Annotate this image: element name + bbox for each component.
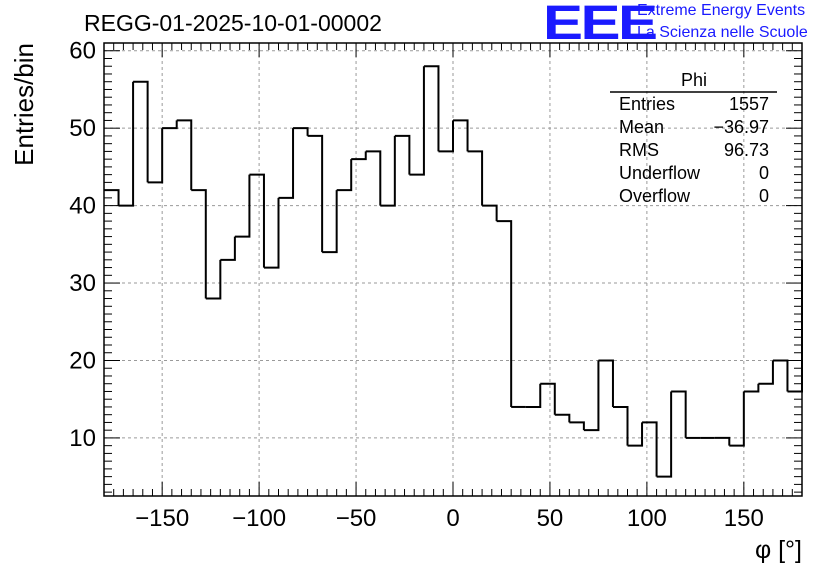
histogram-bin (438, 120, 454, 153)
x-axis-label: φ [°] (755, 536, 802, 564)
histogram-bin (118, 81, 135, 207)
logo-subtitle-1: Extreme Energy Events (637, 2, 806, 19)
stats-label: Overflow (619, 186, 691, 206)
histogram-bin (627, 422, 644, 447)
histogram-bin (423, 65, 440, 152)
histogram-bin (409, 66, 425, 176)
histogram-layer (104, 65, 803, 478)
x-tick-label: 50 (537, 505, 564, 532)
histogram-bin (220, 236, 236, 261)
x-tick-label: −100 (232, 505, 286, 532)
logo-subtitle-2: La Scienza nelle Scuole (637, 24, 808, 41)
histogram-bin (147, 128, 164, 184)
histogram-bin (453, 119, 469, 152)
stats-value: 96.73 (724, 140, 769, 160)
histogram-bin (351, 151, 367, 161)
y-tick-label: 20 (69, 347, 96, 374)
histogram-bin (467, 150, 484, 206)
stats-value: 0 (759, 186, 769, 206)
eee-logo: EEE (543, 0, 658, 50)
histogram-bin (322, 190, 338, 254)
y-tick-label: 40 (69, 193, 96, 220)
histogram-bin (569, 421, 585, 431)
histogram-bin (787, 259, 803, 393)
histogram-bin (365, 150, 382, 206)
stats-label: Entries (619, 94, 675, 114)
histogram-bin (278, 128, 295, 199)
histogram-bin (263, 197, 280, 269)
histogram-bin (758, 360, 774, 385)
stats-label: Underflow (619, 163, 701, 183)
chart-title: REGG-01-2025-10-01-00002 (84, 10, 382, 36)
x-axis-ticks: −150 −100 −50 0 50 100 150 (113, 43, 793, 532)
x-tick-label: 0 (446, 505, 459, 532)
histogram-bin (671, 390, 687, 438)
stats-value: 0 (759, 163, 769, 183)
histogram-bin (394, 134, 411, 175)
histogram-bin (133, 80, 149, 183)
stats-value: 1557 (729, 94, 769, 114)
x-tick-label: 150 (724, 505, 764, 532)
histogram-bin (525, 383, 542, 408)
axis-labels-layer: φ [°] Entries/bin (9, 43, 802, 564)
histogram-bin (612, 405, 629, 446)
histogram-bin (714, 436, 731, 446)
x-tick-label: 100 (627, 505, 667, 532)
histogram-bin (743, 383, 760, 393)
x-tick-label: −50 (336, 505, 377, 532)
histogram-bin (205, 259, 222, 300)
histogram-bin (554, 413, 571, 423)
histogram-bin (772, 359, 789, 392)
histogram-bin (191, 189, 207, 299)
histogram-bin (307, 134, 324, 253)
histogram-bin (729, 391, 745, 447)
y-tick-label: 30 (69, 270, 96, 297)
histogram-bin (496, 220, 513, 407)
y-axis-ticks: 10 20 30 40 50 60 (69, 38, 802, 493)
stats-box: Phi Entries 1557 Mean −36.97 RMS 96.73 Underflo… (610, 70, 777, 206)
stats-title: Phi (681, 70, 707, 90)
y-tick-label: 10 (69, 425, 96, 452)
histogram-bin (249, 173, 265, 268)
histogram-bin (380, 135, 396, 207)
histogram-bin (336, 159, 353, 192)
histogram-bin (176, 119, 193, 191)
histogram-bin (540, 382, 556, 415)
histogram-bin (656, 391, 673, 478)
x-tick-label: −150 (135, 505, 189, 532)
grid-layer (104, 43, 802, 496)
y-tick-label: 50 (69, 115, 96, 142)
histogram-bin (162, 120, 178, 130)
stats-label: Mean (619, 117, 664, 137)
histogram-bin (234, 174, 251, 238)
histogram-bin (583, 360, 600, 432)
histogram-bin (598, 359, 614, 407)
stats-label: RMS (619, 140, 659, 160)
histogram-bin (642, 421, 658, 477)
stats-value: −36.97 (713, 117, 769, 137)
y-tick-label: 60 (69, 38, 96, 65)
histogram-bin (293, 127, 309, 136)
histogram-bin (482, 204, 498, 222)
y-axis-label: Entries/bin (9, 43, 39, 166)
